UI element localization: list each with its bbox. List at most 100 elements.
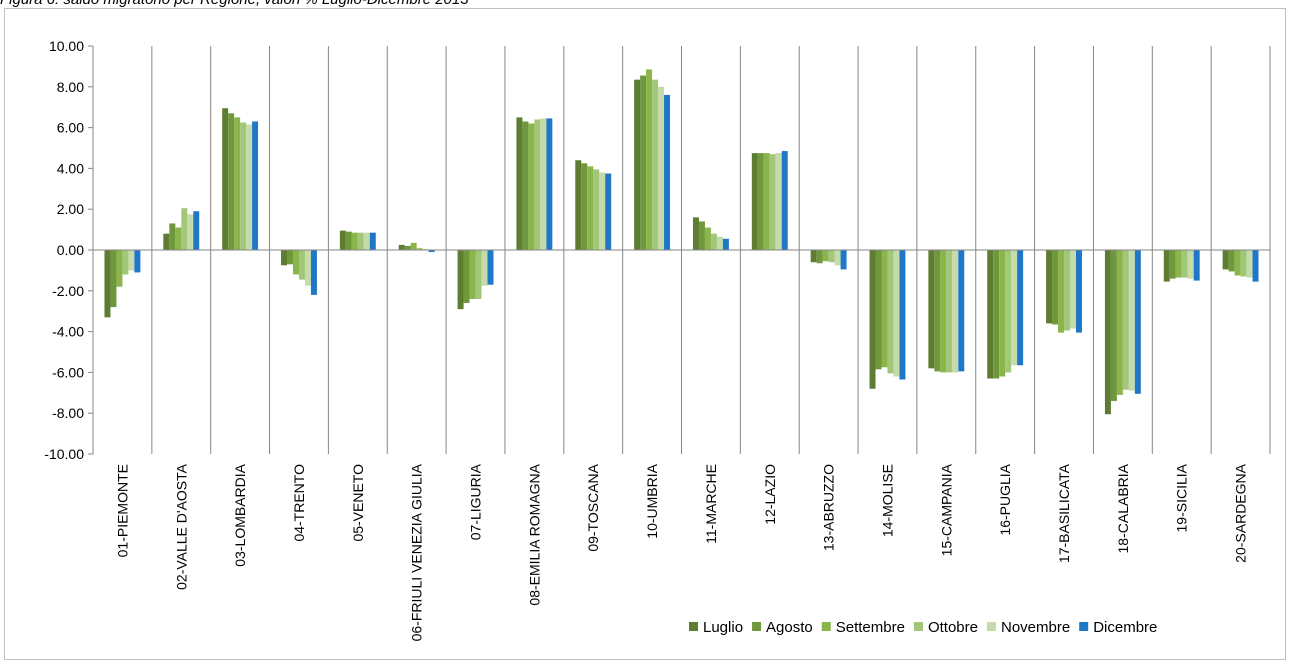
bar — [1187, 250, 1194, 279]
bar — [1228, 250, 1235, 272]
bar — [363, 232, 370, 250]
bar — [1234, 250, 1241, 276]
legend-label: Ottobre — [928, 619, 978, 636]
bar — [928, 250, 935, 369]
bar — [587, 166, 594, 250]
bar — [710, 233, 717, 250]
x-tick-label: 18-CALABRIA — [1115, 463, 1131, 553]
bar — [240, 122, 247, 250]
bar — [416, 247, 423, 250]
bar — [304, 250, 311, 286]
y-tick-label: -2.00 — [52, 283, 84, 299]
bar — [463, 250, 470, 304]
bar — [822, 250, 829, 262]
x-tick-label: 15-CAMPANIA — [938, 463, 954, 556]
y-tick-label: -8.00 — [52, 405, 84, 421]
bar — [339, 230, 346, 250]
legend-label: Novembre — [1001, 619, 1070, 636]
x-tick-label: 10-UMBRIA — [644, 463, 660, 538]
y-tick-label: 6.00 — [57, 120, 84, 136]
x-tick-label: 01-PIEMONTE — [114, 464, 130, 557]
bar — [134, 250, 141, 273]
x-tick-label: 06-FRIULI VENEZIA GIULIA — [409, 463, 425, 641]
x-tick-label: 09-TOSCANA — [585, 463, 601, 551]
bar — [1252, 250, 1259, 282]
bar — [1052, 250, 1059, 325]
bar — [422, 248, 429, 250]
bar — [952, 250, 959, 373]
legend-label: Agosto — [766, 619, 813, 636]
bar — [469, 250, 476, 299]
bar — [163, 233, 170, 250]
y-tick-label: 4.00 — [57, 160, 84, 176]
bar — [540, 118, 547, 250]
legend-label: Luglio — [703, 619, 743, 636]
y-tick-label: 2.00 — [57, 201, 84, 217]
bar — [122, 250, 129, 275]
bar — [605, 173, 612, 250]
bar — [999, 250, 1006, 377]
bar — [234, 117, 241, 251]
bar — [1134, 250, 1141, 394]
bar — [581, 163, 588, 250]
bar — [881, 250, 888, 368]
bar — [810, 250, 817, 263]
x-tick-label: 16-PUGLIA — [997, 463, 1013, 535]
bar — [722, 238, 729, 250]
bar — [546, 118, 553, 250]
bar — [781, 151, 788, 250]
bar — [664, 94, 671, 251]
x-tick-label: 12-LAZIO — [762, 464, 778, 525]
x-tick-label: 19-SICILIA — [1174, 463, 1190, 532]
x-tick-label: 04-TRENTO — [291, 464, 307, 542]
bar — [187, 214, 194, 250]
bar — [175, 227, 182, 250]
bar — [634, 79, 641, 250]
legend-label: Settembre — [836, 619, 905, 636]
bar — [110, 250, 117, 308]
bar — [222, 108, 229, 250]
x-tick-label: 20-SARDEGNA — [1233, 463, 1249, 562]
bar — [410, 242, 417, 250]
bar — [599, 172, 606, 250]
bar — [516, 117, 523, 251]
bar — [769, 154, 776, 250]
x-tick-label: 05-VENETO — [350, 464, 366, 542]
y-tick-label: 8.00 — [57, 79, 84, 95]
bar — [1058, 250, 1065, 333]
bar — [528, 123, 535, 250]
x-tick-label: 14-MOLISE — [879, 464, 895, 537]
bar — [481, 250, 488, 286]
bar — [522, 121, 529, 250]
bar — [1070, 250, 1076, 329]
x-tick-label: 13-ABRUZZO — [821, 464, 837, 551]
bar — [875, 250, 882, 370]
chart-frame — [4, 8, 1286, 660]
bar — [487, 250, 494, 285]
bar — [1017, 250, 1024, 366]
x-tick-label: 03-LOMBARDIA — [232, 463, 248, 566]
bar — [575, 160, 582, 250]
bar — [475, 250, 482, 299]
legend-swatch — [689, 622, 698, 631]
y-tick-label: -10.00 — [44, 446, 84, 462]
bar — [398, 244, 405, 250]
bar — [1110, 250, 1117, 401]
bar — [1005, 250, 1012, 373]
bar — [716, 236, 723, 250]
bar — [345, 231, 352, 250]
bar — [104, 250, 111, 318]
bar — [428, 250, 435, 253]
bar — [640, 75, 647, 250]
bar — [869, 250, 876, 389]
bar — [840, 250, 847, 270]
bar — [893, 250, 900, 377]
bar — [310, 250, 317, 295]
bar — [357, 232, 364, 250]
bar — [351, 232, 358, 250]
bar — [404, 245, 411, 250]
bar — [181, 208, 188, 250]
bar — [116, 250, 123, 287]
bar — [1116, 250, 1123, 395]
bar — [1193, 250, 1200, 281]
